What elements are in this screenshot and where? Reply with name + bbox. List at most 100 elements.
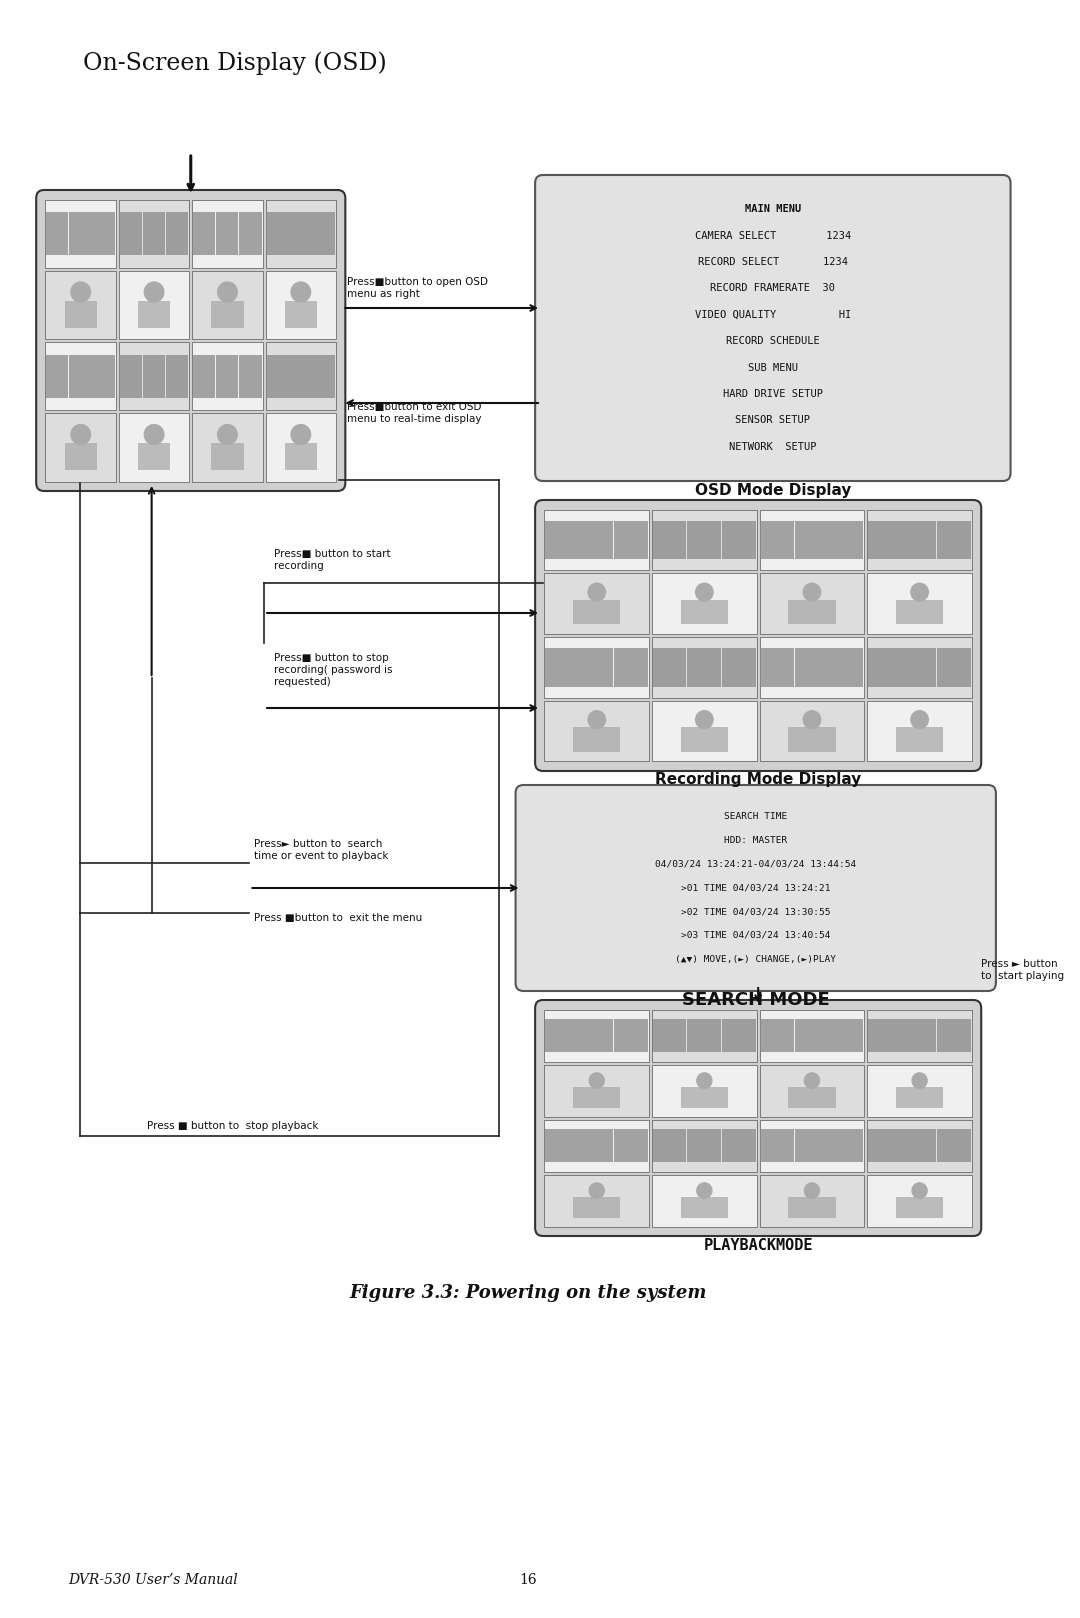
Text: RECORD SELECT       1234: RECORD SELECT 1234: [698, 257, 848, 267]
FancyBboxPatch shape: [652, 1120, 757, 1171]
Circle shape: [805, 1073, 820, 1089]
Circle shape: [590, 1073, 605, 1089]
Text: CAMERA SELECT        1234: CAMERA SELECT 1234: [694, 231, 851, 241]
Bar: [788, 728, 836, 751]
Bar: [165, 212, 188, 256]
Circle shape: [696, 710, 713, 728]
Bar: [936, 649, 971, 686]
Text: Press■ button to stop
recording( password is
requested): Press■ button to stop recording( passwor…: [274, 654, 392, 686]
Text: SEARCH TIME: SEARCH TIME: [724, 812, 787, 822]
Bar: [192, 212, 215, 256]
FancyBboxPatch shape: [652, 1010, 757, 1061]
Bar: [573, 1087, 620, 1108]
Bar: [721, 649, 756, 686]
Bar: [266, 212, 288, 256]
FancyBboxPatch shape: [652, 637, 757, 697]
Circle shape: [590, 1183, 605, 1199]
Circle shape: [696, 582, 713, 600]
FancyBboxPatch shape: [192, 270, 262, 340]
Text: (▲▼) MOVE,(►) CHANGE,(►)PLAY: (▲▼) MOVE,(►) CHANGE,(►)PLAY: [675, 955, 836, 964]
Bar: [788, 1197, 836, 1218]
Text: HARD DRIVE SETUP: HARD DRIVE SETUP: [723, 388, 823, 400]
FancyBboxPatch shape: [759, 637, 864, 697]
Bar: [545, 1129, 579, 1162]
FancyBboxPatch shape: [652, 510, 757, 570]
FancyBboxPatch shape: [867, 573, 972, 634]
Bar: [721, 1019, 756, 1052]
FancyBboxPatch shape: [867, 1065, 972, 1116]
Bar: [896, 728, 943, 751]
Text: SEARCH MODE: SEARCH MODE: [681, 990, 829, 1010]
Text: 16: 16: [519, 1573, 537, 1587]
Bar: [829, 1129, 863, 1162]
Bar: [829, 649, 863, 686]
FancyBboxPatch shape: [544, 701, 649, 762]
Bar: [289, 354, 312, 398]
Bar: [192, 354, 215, 398]
Bar: [120, 212, 141, 256]
Bar: [46, 354, 68, 398]
FancyBboxPatch shape: [544, 1065, 649, 1116]
FancyBboxPatch shape: [266, 413, 336, 482]
Text: Press ■ button to  stop playback: Press ■ button to stop playback: [147, 1121, 319, 1131]
Circle shape: [910, 582, 929, 600]
Circle shape: [145, 282, 164, 303]
Bar: [788, 1087, 836, 1108]
Text: RECORD SCHEDULE: RECORD SCHEDULE: [726, 337, 820, 346]
Bar: [266, 354, 288, 398]
Bar: [239, 354, 261, 398]
Bar: [580, 1129, 613, 1162]
Bar: [902, 521, 936, 558]
Bar: [687, 521, 721, 558]
Text: Press■ button to start
recording: Press■ button to start recording: [274, 549, 391, 571]
Bar: [652, 649, 687, 686]
FancyBboxPatch shape: [759, 1065, 864, 1116]
Bar: [687, 1019, 721, 1052]
Bar: [760, 1129, 794, 1162]
Bar: [829, 1019, 863, 1052]
Bar: [580, 1019, 613, 1052]
Text: >02 TIME 04/03/24 13:30:55: >02 TIME 04/03/24 13:30:55: [681, 908, 831, 916]
Text: VIDEO QUALITY          HI: VIDEO QUALITY HI: [694, 309, 851, 320]
Bar: [936, 521, 971, 558]
Circle shape: [218, 282, 238, 303]
Bar: [902, 1129, 936, 1162]
Bar: [216, 212, 239, 256]
Bar: [143, 354, 165, 398]
Bar: [867, 1129, 902, 1162]
Text: MAIN MENU: MAIN MENU: [745, 204, 801, 214]
FancyBboxPatch shape: [45, 199, 116, 267]
FancyBboxPatch shape: [759, 573, 864, 634]
FancyBboxPatch shape: [119, 341, 189, 411]
Circle shape: [145, 424, 164, 445]
Circle shape: [804, 710, 821, 728]
FancyBboxPatch shape: [867, 1120, 972, 1171]
Text: Press ■button to  exit the menu: Press ■button to exit the menu: [255, 913, 422, 922]
FancyBboxPatch shape: [544, 637, 649, 697]
Bar: [143, 212, 165, 256]
FancyBboxPatch shape: [652, 1065, 757, 1116]
Bar: [120, 354, 141, 398]
FancyBboxPatch shape: [759, 1120, 864, 1171]
FancyBboxPatch shape: [535, 1000, 982, 1236]
FancyBboxPatch shape: [119, 413, 189, 482]
Bar: [545, 1019, 579, 1052]
FancyBboxPatch shape: [266, 270, 336, 340]
Bar: [795, 1129, 828, 1162]
Bar: [721, 521, 756, 558]
Bar: [721, 1129, 756, 1162]
Bar: [680, 1087, 728, 1108]
Text: OSD Mode Display: OSD Mode Display: [694, 482, 851, 497]
Text: 04/03/24 13:24:21-04/03/24 13:44:54: 04/03/24 13:24:21-04/03/24 13:44:54: [656, 859, 856, 869]
Bar: [902, 649, 936, 686]
Bar: [680, 1197, 728, 1218]
Text: On-Screen Display (OSD): On-Screen Display (OSD): [83, 52, 387, 74]
Bar: [312, 212, 335, 256]
Bar: [687, 1129, 721, 1162]
FancyBboxPatch shape: [544, 510, 649, 570]
Bar: [138, 301, 171, 328]
Bar: [573, 728, 620, 751]
Text: HDD: MASTER: HDD: MASTER: [724, 837, 787, 845]
Bar: [896, 600, 943, 625]
Bar: [69, 212, 92, 256]
